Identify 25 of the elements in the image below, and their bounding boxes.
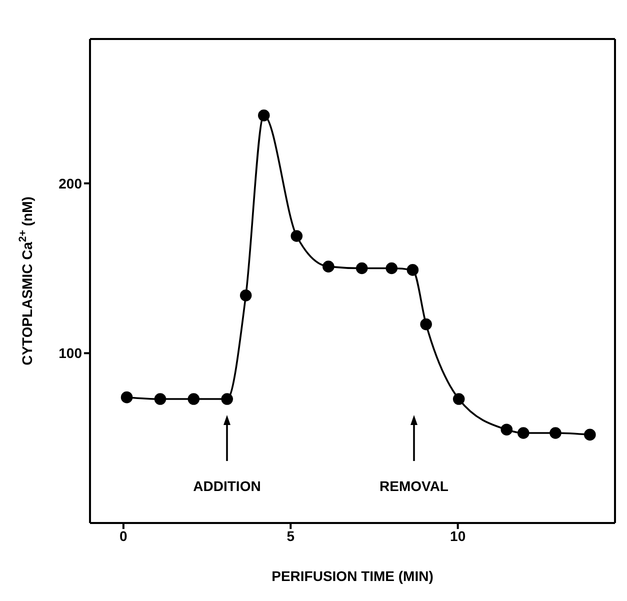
point — [420, 318, 432, 330]
point — [188, 393, 200, 405]
point — [120, 391, 133, 404]
point — [322, 260, 334, 272]
annotation: REMOVAL — [380, 478, 449, 494]
y-tick-label: 100 — [58, 345, 82, 362]
point — [154, 393, 166, 405]
x-tick-label: 5 — [286, 528, 295, 544]
point — [452, 393, 465, 405]
x-tick-label: 10 — [450, 528, 466, 544]
point — [386, 262, 398, 274]
annotation: ADDITION — [193, 478, 261, 494]
x-axis-title: PERIFUSION TIME (MIN) — [272, 568, 434, 584]
point — [240, 290, 252, 302]
point — [258, 110, 270, 122]
point — [517, 427, 530, 439]
point — [356, 262, 368, 274]
point — [584, 428, 596, 441]
point — [221, 393, 233, 405]
point — [500, 424, 513, 436]
y-tick-label: 200 — [58, 175, 82, 192]
point — [550, 427, 562, 439]
point — [290, 230, 303, 242]
x-tick-label: 0 — [120, 528, 128, 544]
point — [406, 264, 419, 276]
